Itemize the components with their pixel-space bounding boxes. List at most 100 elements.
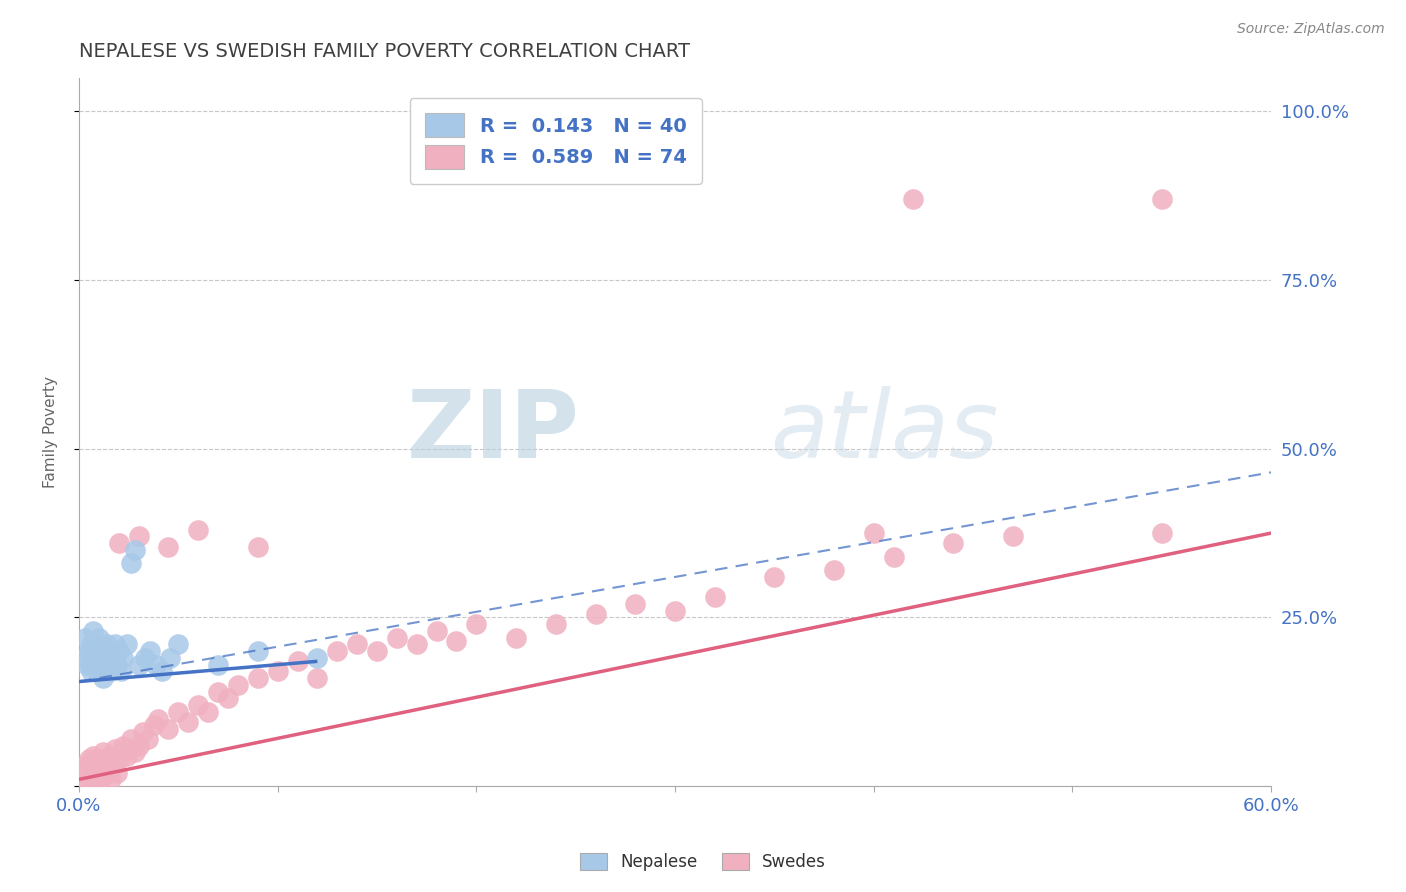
Point xyxy=(942,536,965,550)
Point xyxy=(1001,529,1024,543)
Point xyxy=(1150,526,1173,541)
Point xyxy=(100,772,122,787)
Point xyxy=(76,657,98,672)
Text: Source: ZipAtlas.com: Source: ZipAtlas.com xyxy=(1237,22,1385,37)
Point xyxy=(86,665,108,679)
Point xyxy=(111,651,134,665)
Point xyxy=(80,769,103,783)
Point xyxy=(307,671,329,685)
Point xyxy=(585,607,607,621)
Point xyxy=(120,557,142,571)
Point xyxy=(903,192,925,206)
Point xyxy=(143,718,166,732)
Point xyxy=(187,523,209,537)
Point xyxy=(883,549,905,564)
Point xyxy=(157,540,180,554)
Point xyxy=(104,742,127,756)
Point xyxy=(145,657,167,672)
Point xyxy=(405,637,427,651)
Point xyxy=(664,604,686,618)
Point xyxy=(115,748,138,763)
Point xyxy=(94,651,117,665)
Text: ZIP: ZIP xyxy=(406,386,579,478)
Point xyxy=(87,772,110,787)
Point xyxy=(426,624,449,638)
Point xyxy=(83,772,105,787)
Text: atlas: atlas xyxy=(770,386,998,477)
Point xyxy=(105,765,128,780)
Point xyxy=(91,746,114,760)
Point xyxy=(82,624,104,638)
Point xyxy=(167,637,190,651)
Point xyxy=(80,665,103,679)
Point xyxy=(131,725,153,739)
Point xyxy=(217,691,239,706)
Point xyxy=(446,634,468,648)
Legend: R =  0.143   N = 40, R =  0.589   N = 74: R = 0.143 N = 40, R = 0.589 N = 74 xyxy=(409,98,702,185)
Point xyxy=(159,651,181,665)
Point xyxy=(96,762,118,776)
Point xyxy=(138,731,160,746)
Point xyxy=(87,631,110,645)
Point xyxy=(326,644,349,658)
Point xyxy=(107,536,129,550)
Point xyxy=(465,617,488,632)
Point xyxy=(80,637,103,651)
Point xyxy=(80,759,103,773)
Point xyxy=(97,657,120,672)
Legend: Nepalese, Swedes: Nepalese, Swedes xyxy=(572,845,834,880)
Point xyxy=(128,529,150,543)
Point xyxy=(152,665,174,679)
Point xyxy=(83,756,105,770)
Point xyxy=(167,705,190,719)
Point xyxy=(139,644,162,658)
Point xyxy=(544,617,567,632)
Point xyxy=(307,651,329,665)
Point xyxy=(91,644,114,658)
Point xyxy=(207,657,229,672)
Point xyxy=(91,769,114,783)
Point xyxy=(177,714,200,729)
Point xyxy=(72,651,94,665)
Point xyxy=(111,739,134,753)
Point xyxy=(83,644,105,658)
Point xyxy=(207,684,229,698)
Point xyxy=(91,671,114,685)
Point xyxy=(128,657,150,672)
Point xyxy=(94,756,117,770)
Point xyxy=(763,570,786,584)
Point xyxy=(266,665,288,679)
Point xyxy=(197,705,219,719)
Point xyxy=(366,644,388,658)
Point xyxy=(246,540,269,554)
Point xyxy=(105,657,128,672)
Point xyxy=(148,712,170,726)
Point xyxy=(77,772,100,787)
Text: NEPALESE VS SWEDISH FAMILY POVERTY CORRELATION CHART: NEPALESE VS SWEDISH FAMILY POVERTY CORRE… xyxy=(79,42,690,61)
Point xyxy=(505,631,527,645)
Point xyxy=(72,759,94,773)
Point xyxy=(82,765,104,780)
Point xyxy=(90,759,112,773)
Point xyxy=(101,759,124,773)
Point xyxy=(97,644,120,658)
Point xyxy=(110,665,132,679)
Point xyxy=(115,637,138,651)
Point xyxy=(100,665,122,679)
Point xyxy=(246,644,269,658)
Point xyxy=(287,654,309,668)
Point xyxy=(86,765,108,780)
Point xyxy=(823,563,845,577)
Point xyxy=(157,722,180,736)
Point xyxy=(104,637,127,651)
Point xyxy=(128,739,150,753)
Point xyxy=(107,752,129,766)
Point xyxy=(101,651,124,665)
Point xyxy=(187,698,209,713)
Point xyxy=(703,591,725,605)
Point xyxy=(862,526,884,541)
Point xyxy=(97,748,120,763)
Point xyxy=(124,543,146,558)
Point xyxy=(385,631,408,645)
Point xyxy=(124,746,146,760)
